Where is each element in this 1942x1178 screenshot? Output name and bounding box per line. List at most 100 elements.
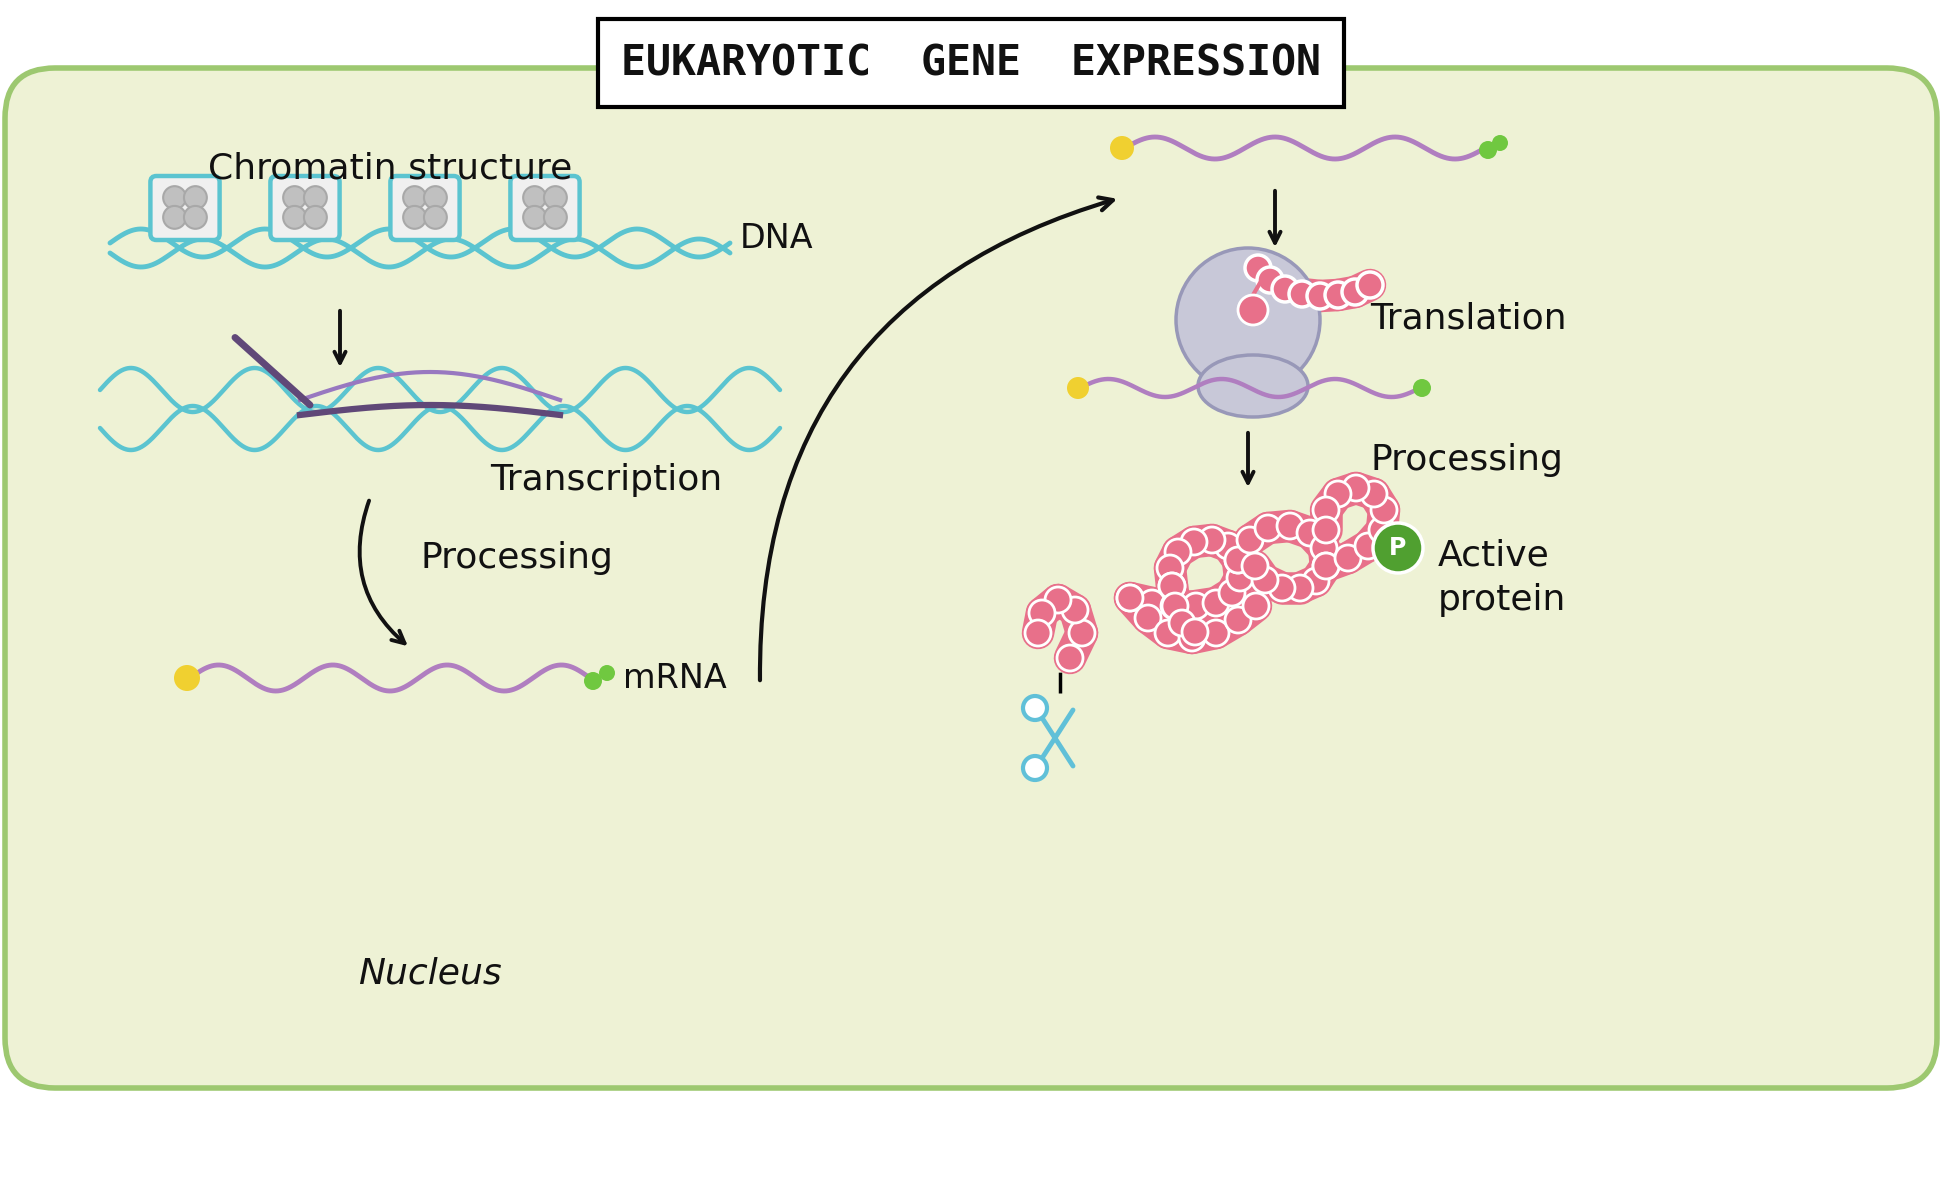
Circle shape [1155, 620, 1181, 646]
Circle shape [1181, 529, 1208, 555]
Circle shape [1225, 607, 1251, 633]
Circle shape [1313, 517, 1338, 543]
Circle shape [1371, 497, 1396, 523]
Circle shape [1117, 585, 1144, 611]
Circle shape [404, 186, 425, 209]
Circle shape [1491, 135, 1509, 151]
Circle shape [1289, 282, 1315, 307]
Circle shape [1225, 547, 1251, 573]
Text: mRNA: mRNA [623, 662, 726, 695]
Text: Processing: Processing [1369, 443, 1563, 477]
Circle shape [1256, 267, 1284, 293]
Circle shape [1111, 135, 1134, 160]
Circle shape [1134, 605, 1161, 631]
Circle shape [1356, 532, 1381, 560]
Circle shape [305, 206, 326, 229]
Text: DNA: DNA [740, 221, 814, 254]
Circle shape [1045, 587, 1070, 613]
Circle shape [1313, 497, 1338, 523]
Circle shape [1334, 545, 1361, 571]
Circle shape [1278, 512, 1303, 540]
Circle shape [1243, 593, 1268, 618]
Circle shape [1414, 379, 1431, 397]
Circle shape [1227, 565, 1253, 591]
Circle shape [163, 206, 186, 229]
FancyBboxPatch shape [6, 68, 1936, 1088]
Circle shape [544, 186, 567, 209]
Text: Translation: Translation [1369, 302, 1567, 335]
Circle shape [522, 186, 546, 209]
Text: EUKARYOTIC  GENE  EXPRESSION: EUKARYOTIC GENE EXPRESSION [621, 42, 1321, 84]
Circle shape [1177, 249, 1321, 392]
FancyBboxPatch shape [511, 176, 579, 240]
Circle shape [1313, 552, 1338, 580]
Circle shape [585, 671, 602, 690]
Circle shape [1023, 756, 1047, 780]
Circle shape [1198, 527, 1225, 552]
Circle shape [1068, 620, 1095, 646]
Circle shape [1202, 620, 1229, 646]
Circle shape [1159, 573, 1185, 598]
FancyBboxPatch shape [270, 176, 340, 240]
Circle shape [1029, 600, 1055, 626]
Circle shape [1311, 535, 1336, 561]
Circle shape [1179, 626, 1204, 651]
Circle shape [1272, 276, 1297, 302]
Circle shape [1324, 282, 1352, 307]
Circle shape [1344, 475, 1369, 501]
Circle shape [423, 186, 447, 209]
Circle shape [1183, 593, 1210, 618]
Circle shape [1361, 481, 1387, 507]
Text: P: P [1389, 536, 1406, 560]
Circle shape [1140, 590, 1165, 616]
Text: Active
protein: Active protein [1437, 538, 1567, 617]
Ellipse shape [1198, 355, 1309, 417]
Circle shape [1023, 696, 1047, 720]
Circle shape [284, 206, 307, 229]
Circle shape [1243, 552, 1268, 580]
FancyArrowPatch shape [759, 198, 1113, 680]
Circle shape [1157, 555, 1183, 581]
Circle shape [184, 206, 208, 229]
Circle shape [1161, 593, 1189, 618]
Circle shape [1237, 294, 1268, 325]
Circle shape [1313, 552, 1338, 580]
Circle shape [1268, 575, 1295, 601]
Circle shape [1056, 646, 1084, 671]
Circle shape [1066, 377, 1089, 399]
Text: Transcription: Transcription [489, 463, 722, 497]
Circle shape [1253, 567, 1278, 593]
Circle shape [1373, 523, 1423, 573]
Circle shape [1307, 283, 1332, 309]
Circle shape [1480, 141, 1497, 159]
Circle shape [1117, 585, 1144, 611]
Circle shape [1324, 481, 1352, 507]
Circle shape [522, 206, 546, 229]
FancyArrowPatch shape [359, 501, 404, 643]
Circle shape [1255, 515, 1282, 541]
FancyBboxPatch shape [390, 176, 460, 240]
Circle shape [1183, 618, 1208, 646]
Circle shape [423, 206, 447, 229]
Circle shape [1062, 597, 1088, 623]
Circle shape [598, 666, 616, 681]
Circle shape [1303, 568, 1328, 594]
Circle shape [1220, 580, 1245, 605]
Circle shape [175, 666, 200, 691]
Circle shape [1369, 517, 1394, 543]
Circle shape [1169, 610, 1194, 636]
Circle shape [1161, 593, 1187, 618]
Circle shape [1225, 547, 1251, 573]
Text: Processing: Processing [419, 541, 614, 575]
Text: Chromatin structure: Chromatin structure [208, 151, 573, 185]
Circle shape [1165, 540, 1190, 565]
Circle shape [1297, 519, 1323, 545]
Circle shape [1288, 575, 1313, 601]
Circle shape [1216, 532, 1241, 560]
Circle shape [1245, 254, 1270, 282]
Circle shape [184, 186, 208, 209]
Circle shape [1342, 279, 1367, 305]
Circle shape [1202, 590, 1229, 616]
Circle shape [305, 186, 326, 209]
Circle shape [404, 206, 425, 229]
